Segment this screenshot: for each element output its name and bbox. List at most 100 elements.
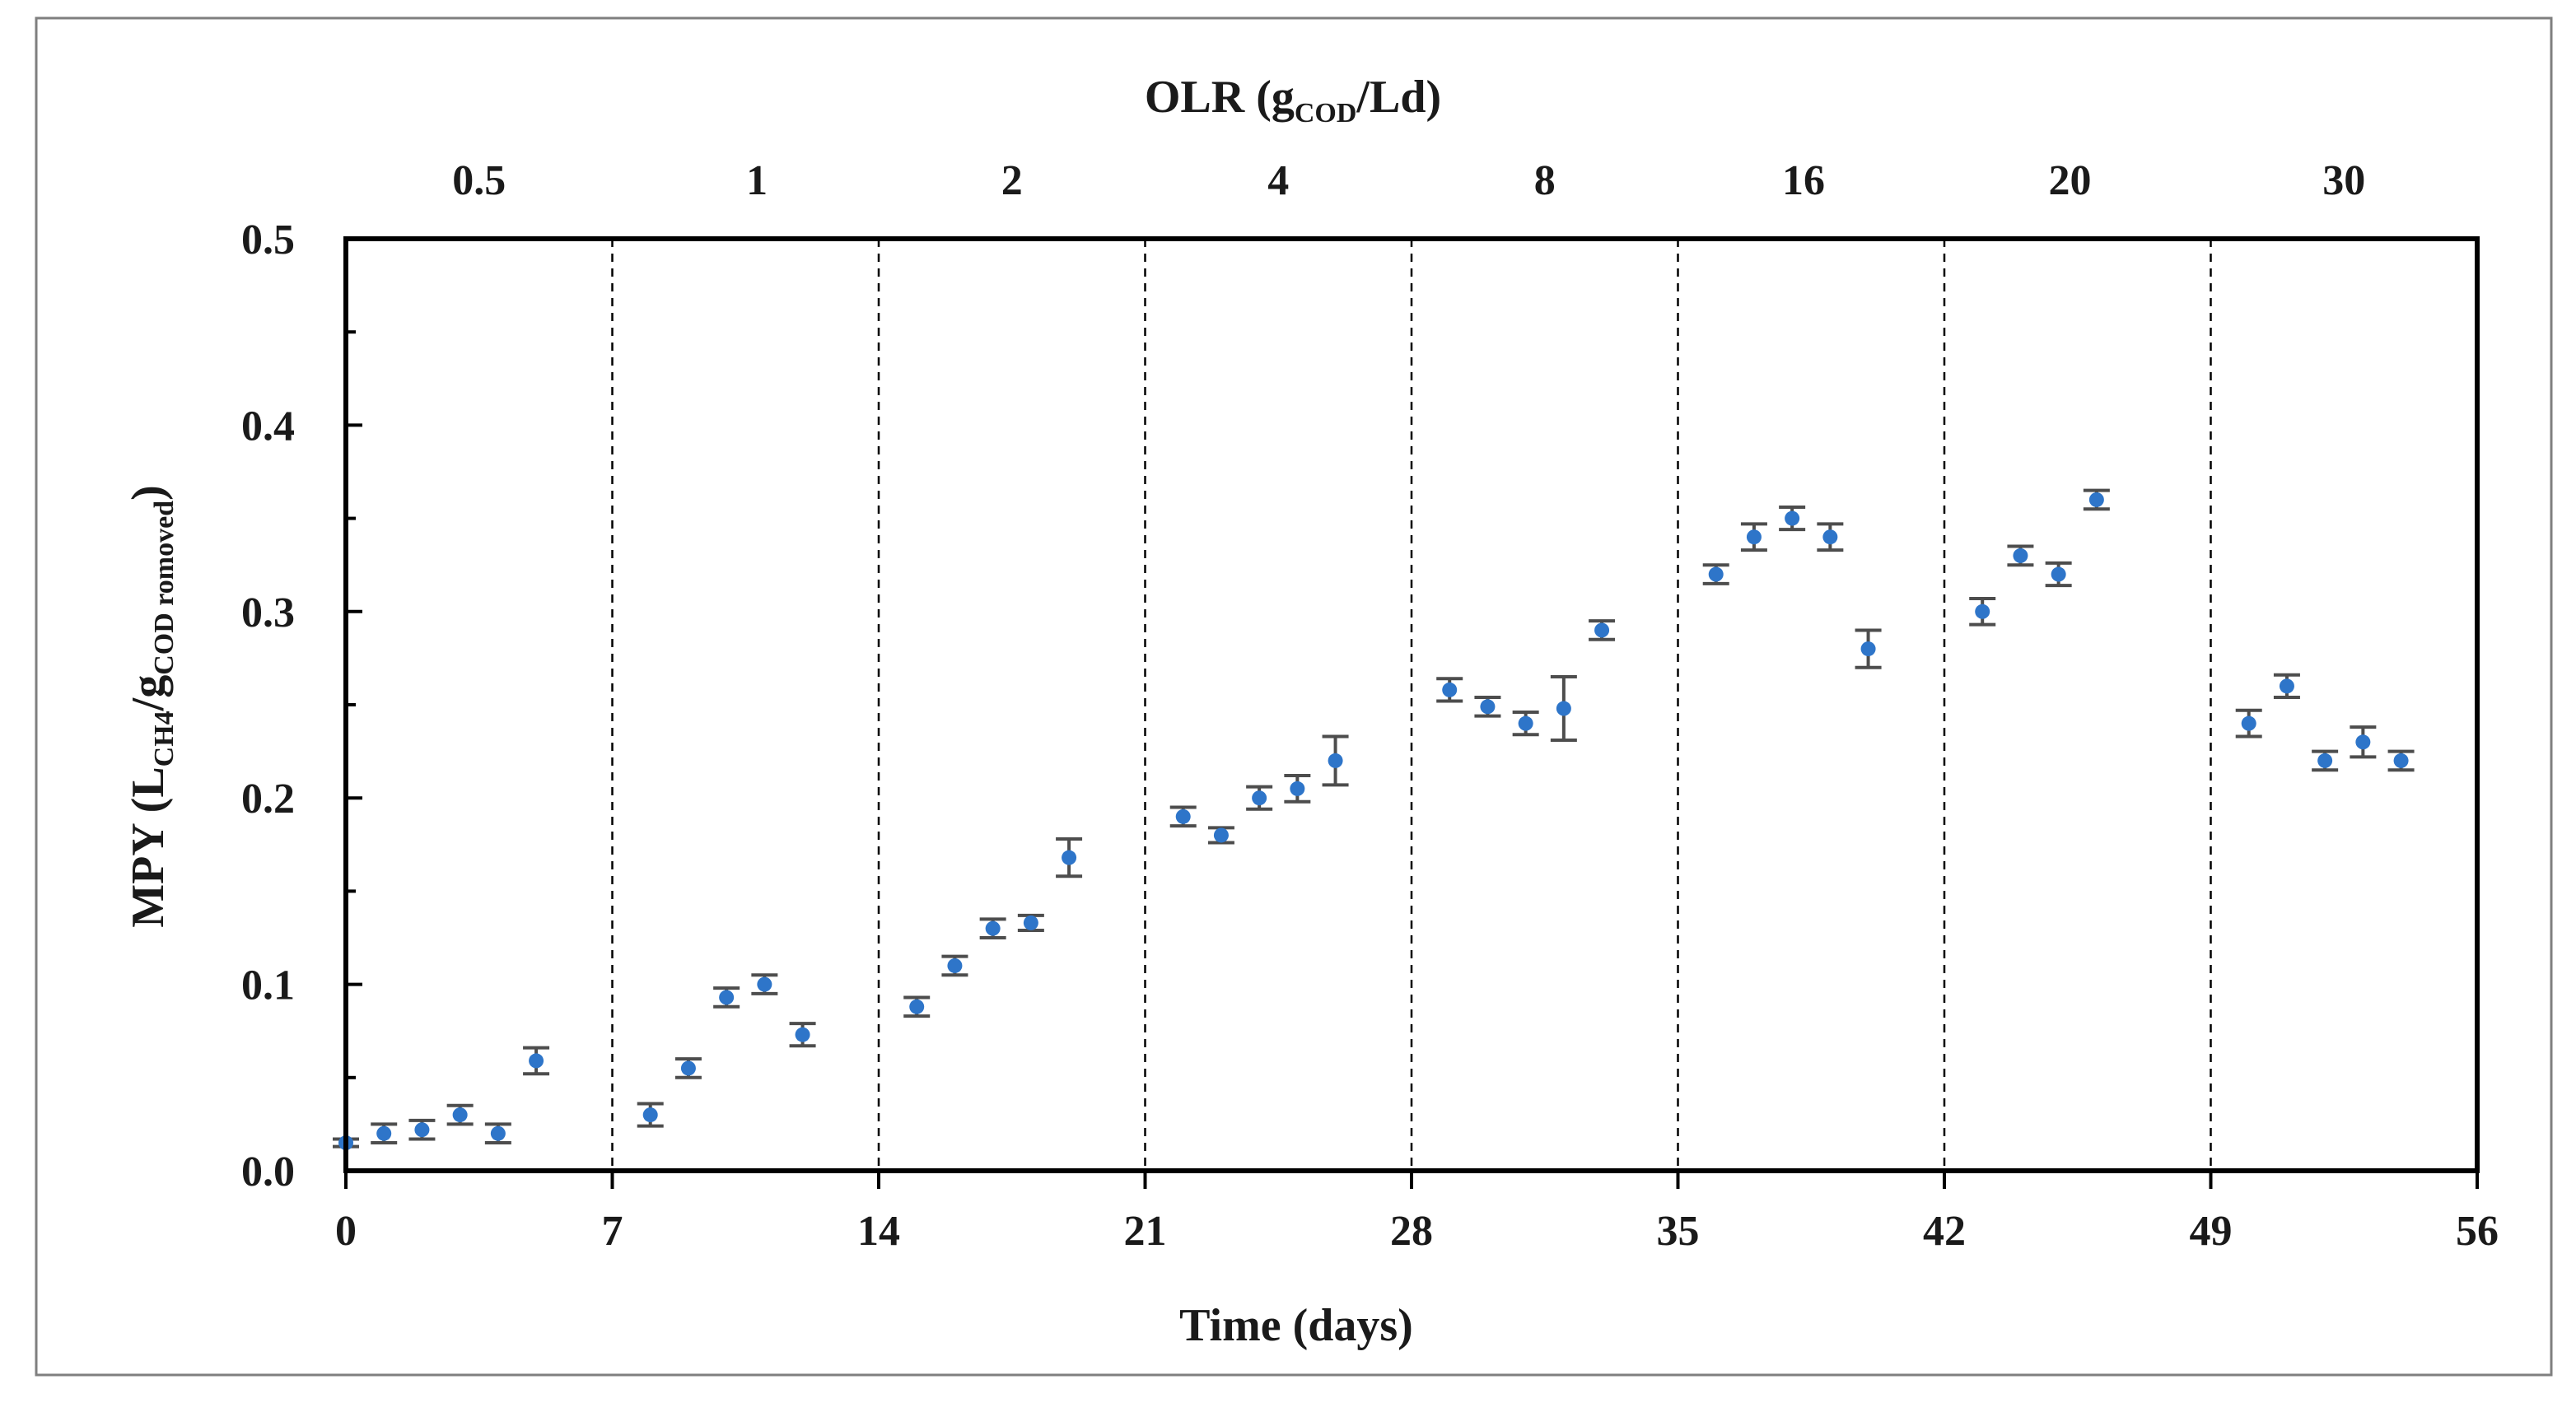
data-point (1860, 641, 1876, 657)
olr-period-label: 16 (1782, 157, 1825, 204)
data-point (376, 1125, 392, 1141)
data-point-group (2045, 561, 2072, 588)
data-point (1442, 682, 1458, 697)
data-point (2279, 678, 2294, 694)
data-point-group (1702, 563, 1729, 585)
data-point (452, 1107, 468, 1123)
data-point (1975, 603, 1990, 619)
data-point-group (1017, 913, 1044, 932)
data-point (1252, 790, 1267, 806)
x-tick-label: 21 (1124, 1208, 1167, 1255)
data-point (529, 1053, 544, 1069)
data-point-group (1246, 785, 1273, 811)
data-point-group (408, 1118, 436, 1141)
data-point-group (1474, 695, 1501, 718)
data-point (680, 1060, 696, 1076)
olr-period-label: 8 (1534, 157, 1556, 204)
data-point (490, 1125, 506, 1141)
data-point (414, 1122, 430, 1138)
data-point (1746, 529, 1762, 545)
data-point-group (2387, 749, 2415, 772)
x-axis-title: Time (days) (1179, 1300, 1413, 1351)
data-point (2051, 566, 2066, 582)
data-point-group (1056, 837, 1083, 878)
data-point-group (1169, 805, 1197, 828)
olr-period-label: 30 (2322, 157, 2365, 204)
data-series-mpy (333, 488, 2415, 1151)
y-tick-label: 0.3 (241, 589, 295, 636)
data-point-group (1436, 677, 1463, 703)
y-axis-title-mid: /g (123, 675, 174, 712)
x-tick-label: 14 (857, 1208, 900, 1255)
top-axis-title-main: OLR (g (1145, 72, 1295, 123)
data-point-group (1969, 596, 1996, 627)
data-point-group (1207, 826, 1234, 845)
data-point (1290, 781, 1305, 796)
top-axis-title: OLR (gCOD/Ld) (1145, 72, 1441, 128)
data-point (1785, 510, 1800, 526)
data-point (757, 976, 772, 992)
data-point (2317, 753, 2333, 768)
data-point (719, 990, 735, 1005)
data-point-group (1322, 734, 1349, 787)
y-axis-title: MPY (LCH4/gCOD romoved) (123, 485, 180, 928)
olr-period-label: 1 (746, 157, 768, 204)
data-point-group (1779, 506, 1806, 532)
x-tick-label: 42 (1923, 1208, 1966, 1255)
data-point (1023, 915, 1038, 930)
data-point-group (2007, 544, 2034, 567)
data-point-group (446, 1103, 474, 1126)
data-point-group (941, 954, 968, 977)
data-point-group (1512, 711, 1539, 737)
data-point (1062, 850, 1077, 865)
y-tick-label: 0.1 (241, 962, 295, 1009)
data-point (1708, 566, 1724, 582)
y-axis-title-end: ) (123, 485, 174, 501)
data-point-group (637, 1102, 664, 1128)
data-point (909, 999, 925, 1014)
data-point (2088, 492, 2104, 507)
y-axis-title-sub1: CH4 (149, 711, 180, 767)
olr-period-label: 0.5 (452, 157, 506, 204)
data-point (2241, 715, 2256, 731)
data-point-group (903, 995, 931, 1018)
y-tick-label: 0.2 (241, 776, 295, 823)
x-tick-label: 7 (602, 1208, 623, 1255)
data-point (642, 1107, 658, 1123)
data-point (1213, 827, 1229, 843)
data-point-group (2273, 673, 2300, 699)
data-point (1480, 699, 1496, 715)
data-point (1594, 622, 1610, 638)
data-point-group (713, 986, 740, 1009)
plot-area-border (343, 236, 2480, 1173)
figure-frame (35, 16, 2553, 1377)
top-axis-title-end: /Ld) (1356, 72, 1441, 123)
data-point (2355, 734, 2371, 750)
data-point-group (979, 917, 1006, 939)
x-tick-label: 28 (1390, 1208, 1433, 1255)
data-point (985, 920, 1001, 936)
top-axis-title-sub: COD (1295, 98, 1357, 128)
data-point (2393, 753, 2409, 768)
data-point-group (2083, 488, 2110, 511)
period-divider-lines (611, 239, 2212, 1171)
data-point-group (674, 1057, 702, 1079)
data-point (1328, 753, 1343, 768)
data-point-group (1855, 628, 1882, 669)
x-tick-label: 56 (2456, 1208, 2499, 1255)
x-tick-label: 0 (335, 1208, 357, 1255)
data-point (1822, 529, 1838, 545)
y-tick-label: 0.5 (241, 217, 295, 263)
data-point-group (2350, 725, 2377, 759)
olr-period-labels: 0.5 1 2 4 8 16 20 30 (452, 157, 2365, 204)
data-point-group (751, 973, 778, 995)
data-point (2013, 548, 2028, 563)
data-point-group (371, 1122, 398, 1145)
data-point (947, 958, 963, 973)
y-axis-title-sub2: COD romoved (149, 501, 180, 675)
data-point-group (2235, 708, 2262, 739)
data-point (1556, 701, 1571, 716)
x-tick-label: 35 (1657, 1208, 1700, 1255)
y-tick-label: 0.0 (241, 1149, 295, 1195)
